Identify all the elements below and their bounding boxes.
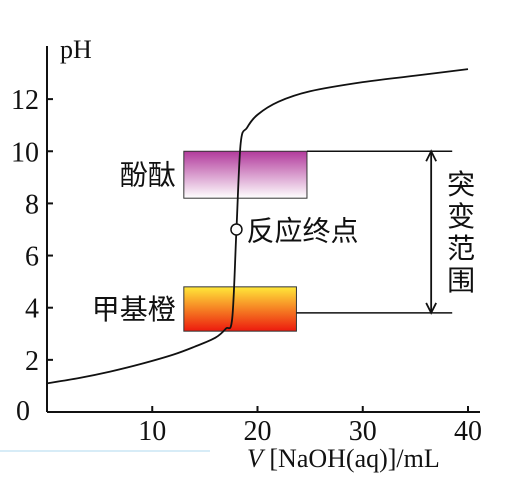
y-tick-label: 12 (11, 85, 39, 116)
y-axis-label: pH (60, 35, 92, 64)
y-tick-label: 6 (25, 242, 39, 273)
origin-label: 0 (16, 396, 30, 427)
y-tick-label: 8 (25, 189, 39, 220)
x-tick-label: 40 (454, 416, 482, 447)
jump-range-label: 突变范围 (447, 168, 475, 297)
endpoint-label: 反应终点 (246, 214, 358, 247)
jump-range-arrowhead-up (425, 149, 437, 162)
phenolphthalein-label: 酚酞 (120, 159, 176, 192)
jump-range-label-char: 范 (447, 232, 475, 265)
jump-range-label-char: 变 (447, 200, 475, 233)
bottom-rule (0, 450, 210, 452)
y-tick-label: 4 (25, 294, 39, 325)
x-axis-label-var: V (247, 444, 266, 473)
y-tick-label: 10 (11, 137, 39, 168)
y-ticks: 2 4 6 8 10 12 (11, 85, 53, 377)
jump-range-arrowhead-down (425, 302, 437, 315)
x-tick-label: 10 (138, 416, 166, 447)
endpoint-marker (230, 223, 243, 236)
phenolphthalein-band (183, 150, 308, 199)
x-axis-label: V [NaOH(aq)]/mL (247, 444, 440, 473)
x-axis-label-unit: [NaOH(aq)]/mL (269, 444, 439, 473)
jump-range-label-char: 突 (447, 168, 475, 201)
x-tick-label: 20 (244, 416, 272, 447)
x-tick-label: 30 (349, 416, 377, 447)
x-ticks: 10 20 30 40 (138, 406, 482, 447)
titration-curve (46, 68, 469, 385)
y-tick-label: 2 (25, 346, 39, 377)
jump-range-label-char: 围 (447, 264, 475, 297)
methyl-orange-band (183, 286, 297, 332)
methyl-orange-label: 甲基橙 (92, 293, 176, 326)
